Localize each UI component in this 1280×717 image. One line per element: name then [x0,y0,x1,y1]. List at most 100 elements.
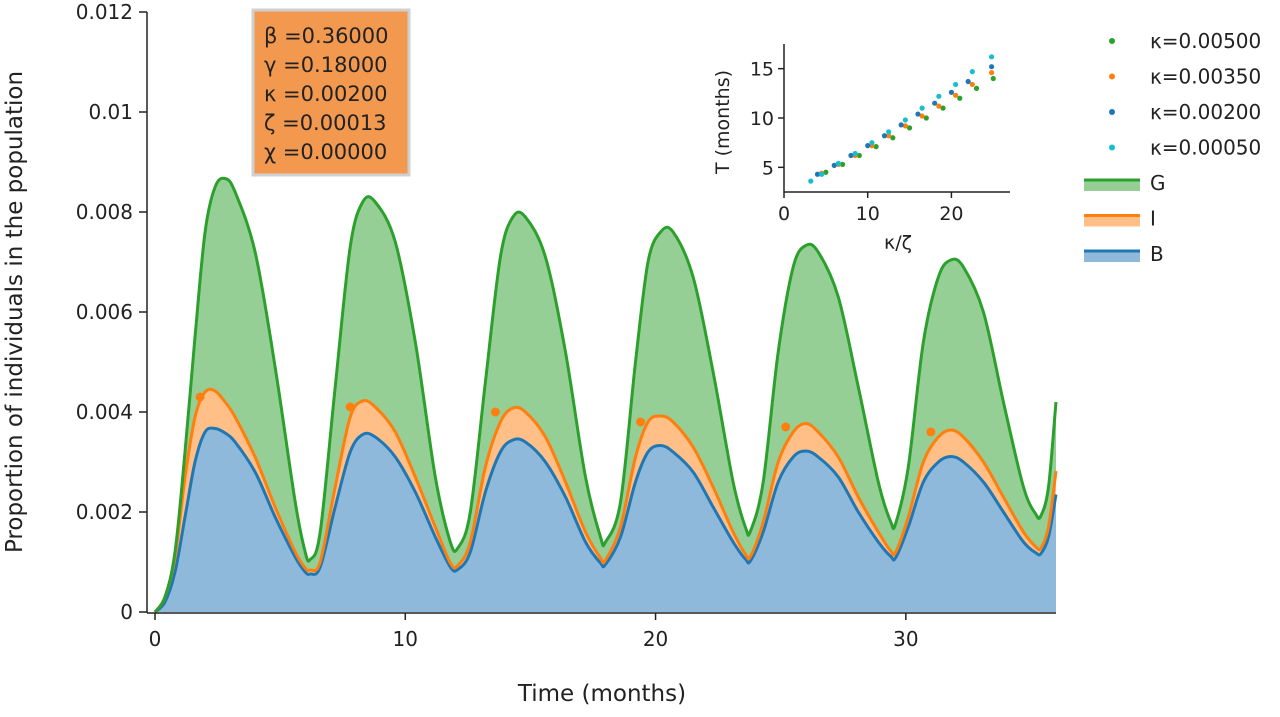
inset-x-axis-title: κ/ζ [884,232,912,254]
inset-point-0-00050 [808,178,814,184]
legend: κ=0.00500 κ=0.00350 κ=0.00200 κ=0.00050 GIB [1084,29,1261,266]
inset-point-0-00500 [973,85,980,91]
x-axis-title: Time (months) [517,681,686,707]
legend-marker [1109,38,1115,44]
legend-swatch [1084,180,1140,191]
x-tick-label: 30 [893,627,918,651]
x-tick-label: 20 [643,627,668,651]
inset-point-0-00350 [952,92,959,98]
legend-swatch [1084,251,1140,262]
inset-points [808,54,996,184]
legend-entry-0-00500: κ=0.00500 [1109,29,1261,53]
legend-entry-0-00350: κ=0.00350 [1109,65,1261,89]
inset-y-tick-label: 10 [750,108,774,130]
inset-x-tick-label: 10 [856,203,880,225]
inset-point-0-00350 [902,123,908,129]
legend-marker [1109,109,1115,115]
peak-markers [195,392,936,437]
legend-entry-i: I [1084,207,1156,231]
inset-point-0-00050 [886,129,892,135]
inset-point-0-00200 [988,64,995,70]
parameter-box: β =0.36000 γ =0.18000 κ =0.00200 ζ =0.00… [251,8,411,177]
inset-point-0-00500 [906,125,913,131]
inset-y-axis-title: T (months) [712,70,734,175]
inset-point-0-00200 [865,143,871,149]
legend-label: I [1150,207,1156,231]
series-lines [153,176,1058,614]
legend-marker [1109,144,1115,151]
legend-entry-0-00050: κ=0.00050 [1109,136,1261,160]
y-tick-label: 0.012 [76,0,133,24]
inset-point-0-00200 [814,171,821,177]
inset-point-0-00050 [819,171,825,177]
param-gamma: γ =0.18000 [264,53,388,77]
y-tick-label: 0 [120,600,133,624]
param-beta: β =0.36000 [264,24,389,48]
inset-point-0-00200 [932,100,938,106]
inset-point-0-00050 [988,54,995,60]
y-tick-label: 0.002 [76,500,133,524]
peak-marker [490,407,500,417]
inset-point-0-00200 [948,89,955,95]
inset-point-0-00200 [848,152,854,159]
inset-point-0-00350 [886,133,892,139]
peak-marker [781,422,791,432]
parameter-box-background [251,8,411,177]
legend-label: B [1150,242,1164,266]
inset-point-0-00500 [957,95,963,101]
inset-point-0-00050 [936,93,942,99]
x-tick-label: 10 [393,627,418,651]
legend-label: κ=0.00050 [1150,136,1261,160]
inset-y-tick-label: 15 [750,59,774,81]
legend-swatch [1084,215,1140,227]
inset-point-0-00200 [898,122,904,128]
inset-point-0-00050 [902,117,908,123]
inset-point-0-00500 [856,152,862,159]
inset-point-0-00200 [965,78,971,85]
param-zeta: ζ =0.00013 [264,111,387,135]
inset-point-0-00500 [923,115,929,121]
inset-point-0-00350 [936,103,942,109]
param-kappa: κ =0.00200 [264,82,388,106]
main-axes: 0 10 20 30 0 0.002 0.004 0.006 0.008 0.01 0.012 [76,0,1056,651]
legend-marker [1109,73,1115,80]
legend-label: κ=0.00200 [1150,100,1261,124]
peak-marker [195,392,205,402]
inset-scatter: 0 10 20 5 10 15 κ/ζ T (months) [712,44,1010,254]
y-tick-label: 0.006 [76,300,133,324]
inset-point-0-00350 [988,70,995,76]
inset-point-0-00050 [969,69,975,75]
legend-entry-b: B [1084,242,1164,266]
y-tick-label: 0.008 [76,200,133,224]
legend-label: κ=0.00500 [1150,29,1261,53]
inset-point-0-00500 [823,169,829,175]
legend-entry-g: G [1084,171,1166,195]
inset-point-0-00350 [969,81,975,88]
line-g [153,176,1058,613]
line-i [153,387,1058,613]
legend-label: G [1150,171,1166,195]
inset-point-0-00200 [831,162,837,168]
inset-point-0-00200 [915,111,921,117]
inset-point-0-00050 [869,140,875,146]
y-tick-label: 0.004 [76,400,133,424]
inset-point-0-00500 [873,144,879,150]
legend-entry-0-00200: κ=0.00200 [1109,100,1261,124]
inset-point-0-00500 [890,135,896,141]
param-chi: χ =0.00000 [264,140,387,164]
y-tick-label: 0.01 [88,100,133,124]
area-b [155,428,1056,612]
inset-point-0-00200 [881,133,888,139]
legend-label: κ=0.00350 [1150,65,1261,89]
inset-point-0-00050 [835,160,842,166]
inset-point-0-00500 [839,161,846,167]
line-b [153,426,1058,614]
peak-marker [345,402,355,412]
peak-marker [926,427,936,437]
inset-point-0-00350 [919,113,925,119]
inset-axes: 0 10 20 5 10 15 [750,44,1010,225]
inset-x-tick-label: 20 [939,203,963,225]
inset-x-tick-label: 0 [778,203,790,225]
y-axis-title: Proportion of individuals in the populat… [2,71,28,553]
